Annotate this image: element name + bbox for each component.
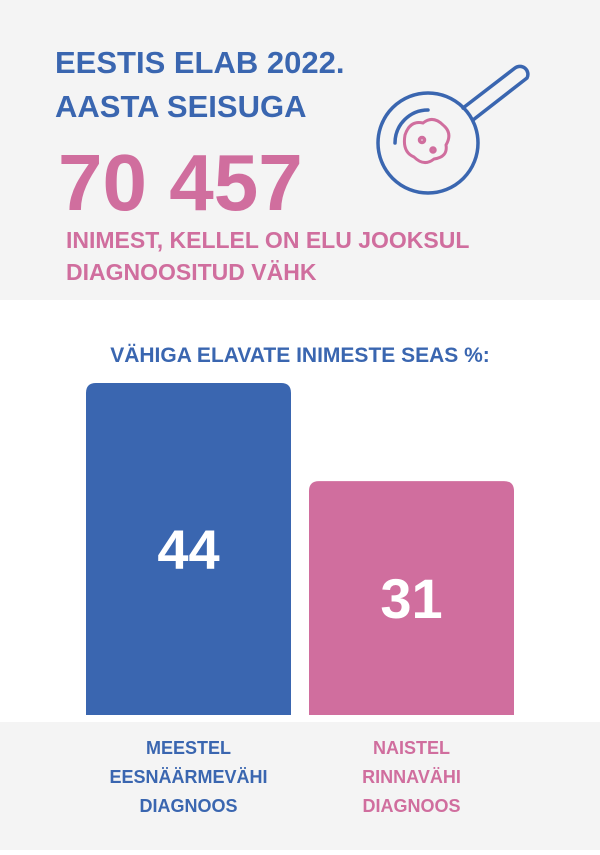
- value-label: 31: [380, 567, 442, 630]
- category-label: EESNÄÄRMEVÄHI: [109, 767, 267, 787]
- value-label: 44: [157, 518, 219, 581]
- header-bg: [0, 0, 600, 300]
- header-title: AASTA SEISUGA: [55, 89, 306, 124]
- category-label: MEESTEL: [146, 738, 231, 758]
- category-label: NAISTEL: [373, 738, 450, 758]
- header-title: EESTIS ELAB 2022.: [55, 45, 344, 80]
- category-label: DIAGNOOS: [139, 796, 237, 816]
- header-subtitle: INIMEST, KELLEL ON ELU JOOKSUL: [66, 227, 469, 253]
- category-label: DIAGNOOS: [362, 796, 460, 816]
- bar: [86, 383, 291, 715]
- header-subtitle: DIAGNOOSITUD VÄHK: [66, 259, 317, 285]
- chart-title: VÄHIGA ELAVATE INIMESTE SEAS %:: [110, 344, 490, 367]
- big-number: 70 457: [58, 138, 303, 227]
- magnifier-icon: [376, 64, 530, 195]
- category-label: RINNAVÄHI: [362, 767, 461, 787]
- footer-bg: [0, 722, 600, 850]
- bar: [309, 481, 514, 715]
